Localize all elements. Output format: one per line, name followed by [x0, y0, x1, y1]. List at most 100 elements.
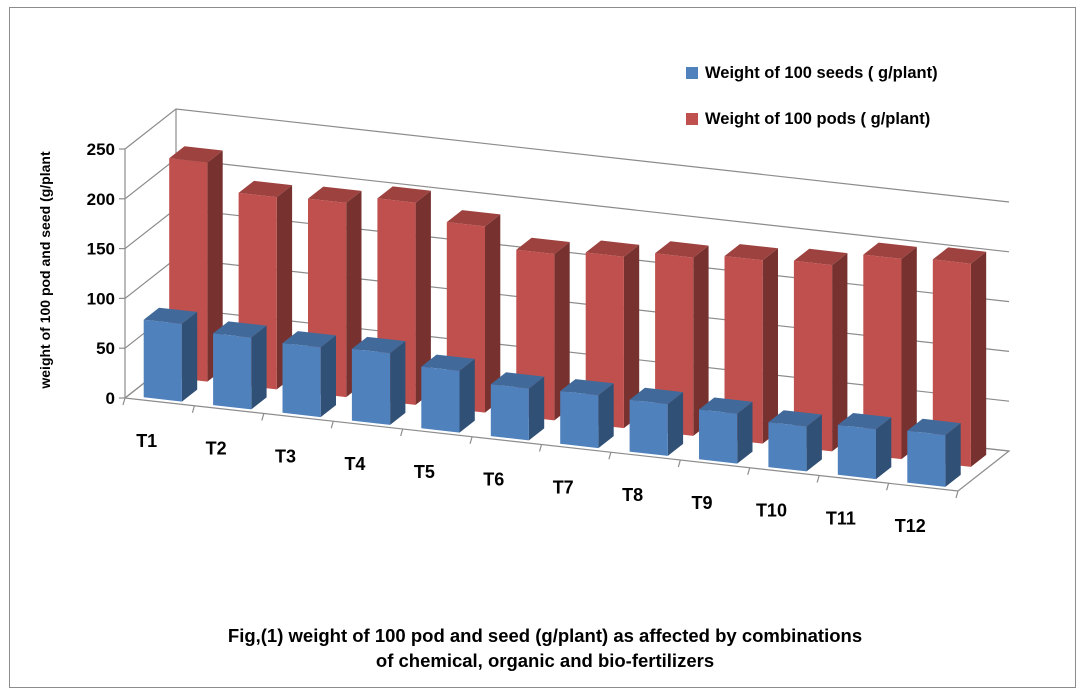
legend-label-0: Weight of 100 seeds ( g/plant) — [705, 64, 938, 82]
bar-side — [251, 325, 267, 410]
bar-top — [655, 241, 709, 258]
x-tick-mark — [469, 436, 473, 444]
x-tick-label-T11: T11 — [826, 508, 856, 528]
bar-front — [351, 348, 391, 425]
seed-bar-T2 — [213, 321, 267, 410]
seed-bar-T9 — [699, 397, 753, 464]
seed-bar-T4 — [351, 336, 406, 425]
bar-side — [598, 383, 614, 449]
y-tick-label-100: 100 — [87, 289, 115, 308]
bar-side — [945, 423, 961, 487]
x-tick-mark — [677, 459, 681, 468]
gridline-250 — [124, 108, 1010, 203]
x-tick-mark — [191, 405, 195, 413]
bar-side — [876, 417, 892, 480]
x-tick-label-T2: T2 — [206, 439, 227, 459]
bar-side — [415, 190, 431, 405]
bar-side — [623, 244, 640, 429]
x-tick-label-T10: T10 — [756, 501, 787, 521]
bar-side — [554, 242, 570, 421]
bar-side — [528, 376, 545, 441]
bar-front — [213, 333, 252, 410]
bar-front — [421, 366, 460, 433]
bar-top — [169, 146, 223, 163]
bar-top — [143, 307, 198, 324]
seed-bar-T7 — [560, 379, 614, 449]
bar-side — [485, 214, 501, 413]
bar-front — [629, 399, 668, 456]
bar-top — [907, 418, 961, 436]
bar-side — [762, 248, 778, 444]
y-tick-label-200: 200 — [87, 190, 115, 209]
bar-side — [276, 185, 293, 390]
bar-top — [238, 180, 293, 198]
bar-top — [629, 387, 684, 405]
bar-top — [863, 242, 917, 259]
seed-bar-T5 — [421, 354, 475, 433]
x-tick-mark — [886, 483, 890, 491]
bar-side — [459, 358, 475, 433]
caption-line-2: of chemical, organic and bio-fertilizers — [375, 650, 715, 671]
bar-side — [970, 251, 987, 467]
x-tick-mark — [608, 452, 612, 460]
bar-side — [207, 150, 223, 382]
bar-front — [560, 391, 599, 449]
bar-top — [516, 237, 570, 254]
x-tick-mark — [122, 397, 126, 406]
x-tick-mark — [816, 475, 820, 483]
bar-front — [699, 409, 738, 464]
x-tick-label-T1: T1 — [136, 431, 157, 451]
seed-bar-T8 — [629, 387, 684, 456]
pod-bar-T10 — [793, 248, 848, 452]
pod-bar-T11 — [863, 242, 917, 460]
bar-front — [282, 343, 321, 418]
y-tick-label-50: 50 — [96, 339, 115, 358]
y-tick-label-0: 0 — [106, 389, 115, 408]
y-tick-label-250: 250 — [87, 140, 115, 159]
bar-top — [585, 240, 640, 257]
bar-side — [737, 401, 753, 464]
x-tick-mark — [400, 428, 404, 437]
x-tick-label-T3: T3 — [275, 446, 296, 466]
legend: Weight of 100 seeds ( g/plant) Weight of … — [686, 64, 938, 128]
bar-side — [806, 414, 822, 472]
y-axis-ticks: 0 50 100 150 200 250 — [87, 140, 125, 408]
x-tick-label-T6: T6 — [483, 470, 504, 490]
bar-top — [421, 354, 475, 371]
seed-bar-T6 — [490, 372, 545, 441]
x-tick-label-T8: T8 — [622, 485, 643, 505]
x-tick-label-T9: T9 — [692, 493, 713, 513]
bar-top — [699, 397, 753, 414]
y-tick-label-150: 150 — [87, 240, 115, 259]
bar-top — [490, 372, 545, 389]
caption-line-1: Fig,(1) weight of 100 pod and seed (g/pl… — [227, 625, 863, 646]
bar-side — [832, 253, 848, 452]
x-tick-label-T4: T4 — [344, 454, 365, 474]
seed-bar-T10 — [768, 410, 822, 472]
bar-top — [768, 410, 822, 427]
bar-front — [932, 259, 971, 467]
legend-swatch-1 — [686, 113, 698, 125]
seed-bar-T11 — [837, 413, 892, 480]
bar-front — [863, 254, 902, 460]
bar-side — [901, 246, 917, 460]
figure-caption: Fig,(1) weight of 100 pod and seed (g/pl… — [0, 623, 1090, 673]
pod-bar-T12 — [932, 247, 987, 467]
bar-side — [181, 311, 198, 402]
bar-front — [907, 430, 946, 487]
bar-top — [724, 244, 778, 261]
y-axis-title: weight of 100 pod and seed (g/plant — [37, 151, 53, 390]
bar-front — [793, 260, 833, 452]
x-tick-mark — [538, 444, 543, 452]
x-tick-mark — [955, 490, 959, 499]
legend-swatch-0 — [686, 67, 698, 79]
bar-side — [390, 341, 406, 425]
x-tick-mark — [261, 413, 265, 421]
x-tick-mark — [330, 421, 334, 429]
bar-front — [837, 425, 876, 480]
bar-top — [560, 379, 614, 396]
bar-top — [351, 336, 406, 354]
bar-top — [308, 186, 362, 203]
bar-top — [932, 247, 987, 264]
